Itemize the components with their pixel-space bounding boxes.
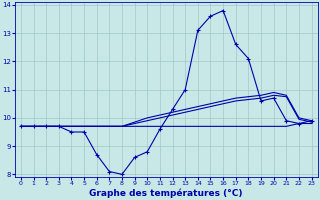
X-axis label: Graphe des températures (°C): Graphe des températures (°C) xyxy=(90,188,243,198)
